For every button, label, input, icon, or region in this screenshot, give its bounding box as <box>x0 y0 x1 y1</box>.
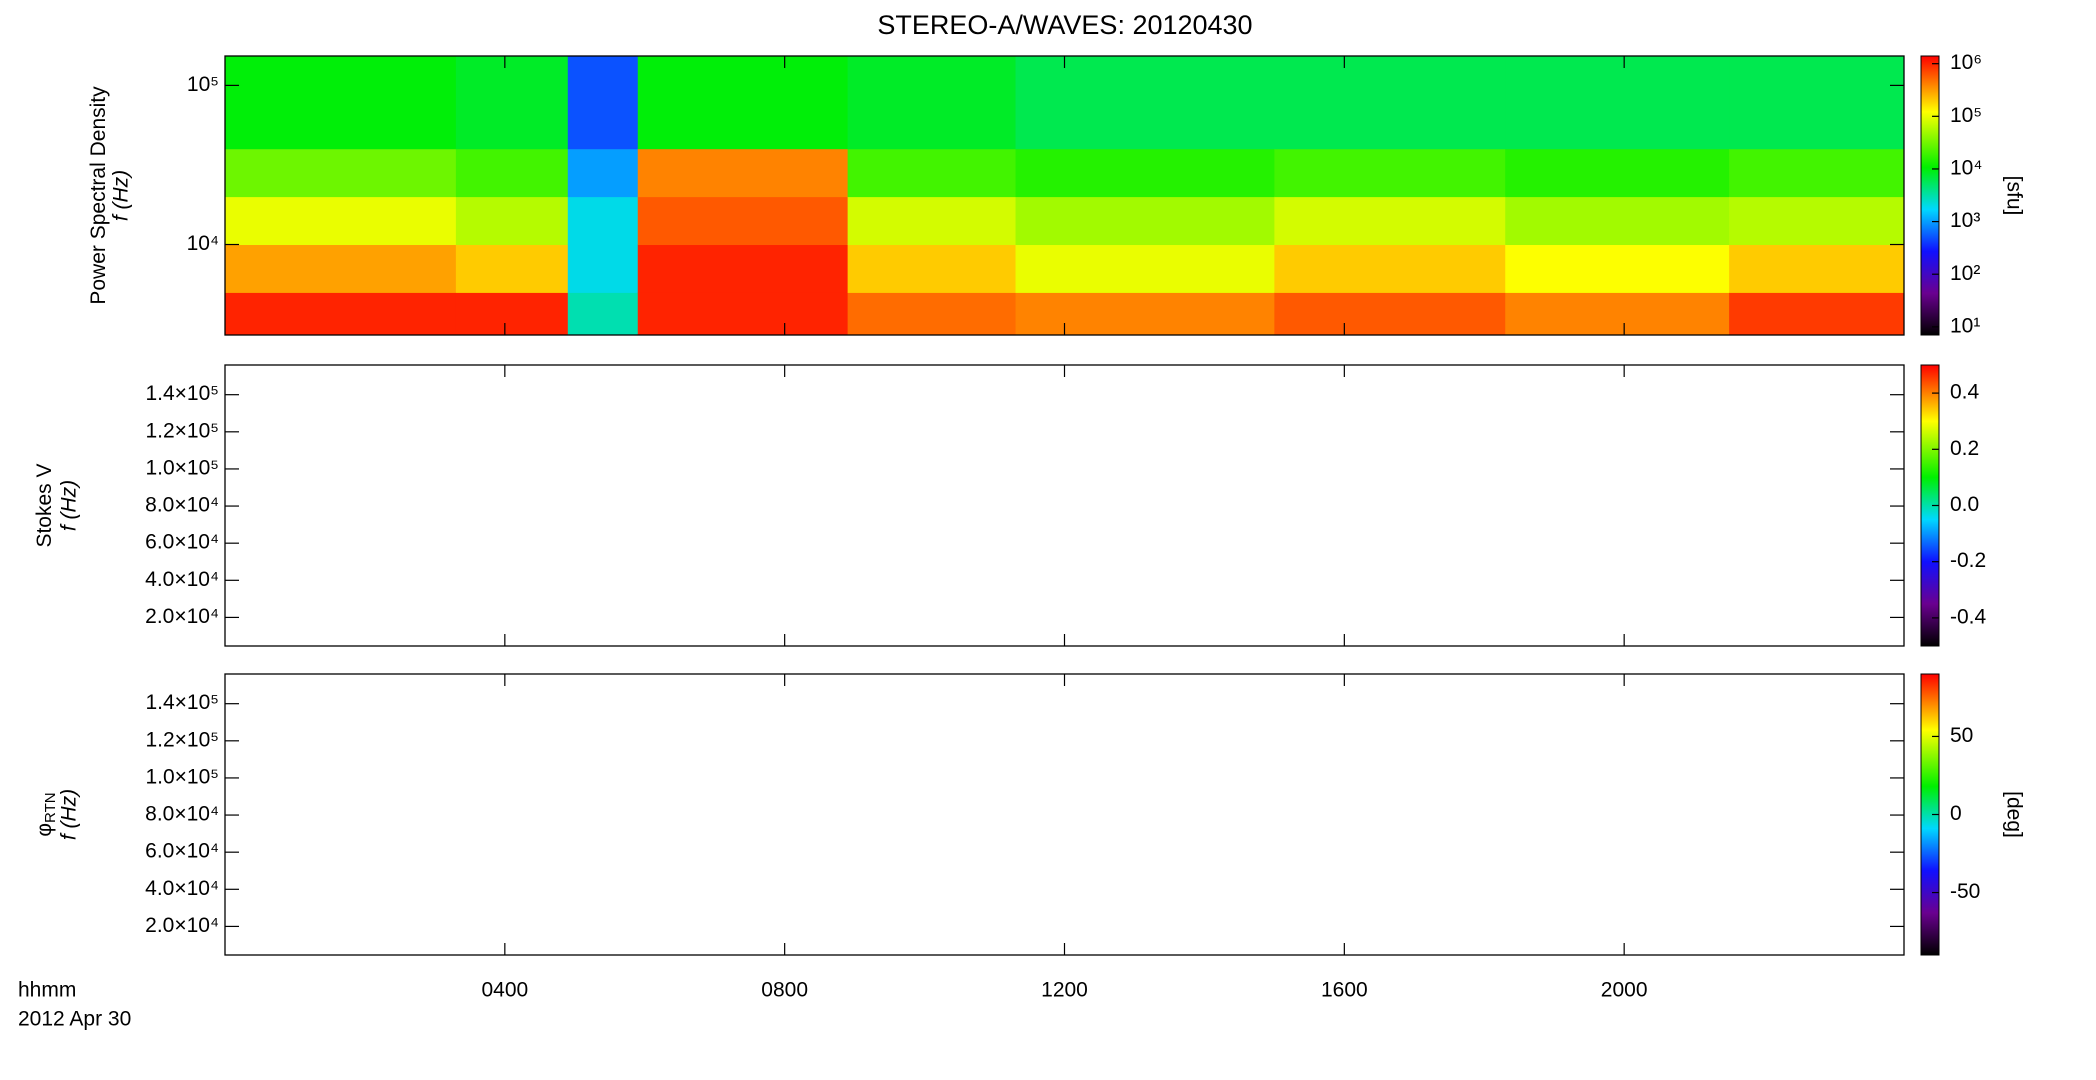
date-label: 2012 Apr 30 <box>18 1008 131 1031</box>
y-tick-label: 2.0×10⁴ <box>145 605 219 628</box>
x-tick-label: 1200 <box>1041 979 1088 1002</box>
heatmap-cell <box>1015 56 1275 150</box>
x-axis-label: hhmm <box>18 979 76 1002</box>
colorbar-tick-label: -0.2 <box>1950 549 1986 572</box>
y-tick-label: 10⁵ <box>187 73 219 96</box>
colorbar <box>1920 55 1940 336</box>
y-axis-label: φRTN <box>33 792 59 836</box>
heatmap-cell <box>1274 292 1506 336</box>
y-axis-label-unit: f (Hz) <box>58 789 81 840</box>
y-tick-label: 6.0×10⁴ <box>145 840 219 863</box>
heatmap-cell <box>637 148 849 198</box>
y-tick-label: 1.0×10⁵ <box>145 765 219 788</box>
heatmap-cell <box>1505 196 1730 246</box>
heatmap-cell <box>847 292 1017 336</box>
y-tick-label: 6.0×10⁴ <box>145 531 219 554</box>
heatmap-cell <box>567 56 639 150</box>
heatmap-cell <box>1015 148 1275 198</box>
x-tick-label: 0800 <box>761 979 808 1002</box>
heatmap-cell <box>1505 148 1730 198</box>
heatmap-cell <box>637 244 849 293</box>
y-tick-label: 8.0×10⁴ <box>145 494 219 517</box>
y-tick-label: 4.0×10⁴ <box>145 877 219 900</box>
chart-title: STEREO-A/WAVES: 20120430 <box>877 10 1252 40</box>
x-tick-label: 2000 <box>1601 979 1648 1002</box>
heatmap-cell <box>1505 56 1730 150</box>
colorbar-tick-label: 0.4 <box>1950 381 1980 404</box>
heatmap-cell <box>225 56 457 150</box>
heatmap-cell <box>1274 56 1506 150</box>
y-axis-label-unit: f (Hz) <box>110 170 133 221</box>
y-axis-label-unit: f (Hz) <box>58 480 81 531</box>
colorbar-tick-label: 10² <box>1950 262 1980 285</box>
heatmap-cell <box>1274 244 1506 293</box>
colorbar-tick-label: 0 <box>1950 802 1962 825</box>
heatmap-cell <box>225 196 457 246</box>
heatmap-cell <box>1274 196 1506 246</box>
heatmap-cell <box>1015 292 1275 336</box>
heatmap-cell <box>1729 292 1905 336</box>
y-tick-label: 2.0×10⁴ <box>145 914 219 937</box>
heatmap-cell <box>1505 292 1730 336</box>
heatmap-cell <box>567 292 639 336</box>
heatmap-cell <box>1729 196 1905 246</box>
plot-frame <box>224 673 1905 956</box>
heatmap-cell <box>1274 148 1506 198</box>
heatmap-cell <box>455 196 569 246</box>
x-tick-label: 0400 <box>481 979 528 1002</box>
heatmap-cell <box>225 148 457 198</box>
heatmap-cell <box>455 292 569 336</box>
y-axis-label-text: φ <box>33 823 56 837</box>
colorbar-tick-label: 10⁴ <box>1950 157 1982 180</box>
heatmap-cell <box>1015 196 1275 246</box>
y-tick-label: 1.2×10⁵ <box>145 728 219 751</box>
heatmap-cell <box>1729 244 1905 293</box>
heatmap-cell <box>1015 244 1275 293</box>
heatmap-cell <box>455 244 569 293</box>
colorbar-tick-label: -0.4 <box>1950 605 1987 628</box>
y-axis-label-text: Power Spectral Density <box>87 86 110 305</box>
heatmap-cell <box>847 56 1017 150</box>
colorbar-tick-label: 0.0 <box>1950 493 1979 516</box>
y-tick-label: 10⁴ <box>187 232 219 255</box>
heatmap-cell <box>1729 56 1905 150</box>
y-axis-label: Stokes V <box>33 463 56 547</box>
y-axis-label-text: Stokes V <box>33 463 56 547</box>
y-axis-label-sub: RTN <box>42 792 59 823</box>
colorbar-tick-label: 0.2 <box>1950 437 1979 460</box>
y-tick-label: 4.0×10⁴ <box>145 568 219 591</box>
y-tick-label: 8.0×10⁴ <box>145 803 219 826</box>
colorbar-tick-label: 10¹ <box>1950 314 1980 337</box>
y-tick-label: 1.0×10⁵ <box>145 456 219 479</box>
plot-frame <box>224 364 1905 647</box>
heatmap-cell <box>847 196 1017 246</box>
heatmap-cell <box>225 292 457 336</box>
x-tick-label: 1600 <box>1321 979 1368 1002</box>
heatmap-cell <box>847 148 1017 198</box>
heatmap-cell <box>225 244 457 293</box>
colorbar-label: [sfu] <box>2002 176 2025 216</box>
heatmap-cell <box>567 244 639 293</box>
colorbar-tick-label: 10³ <box>1950 209 1980 232</box>
colorbar-tick-label: -50 <box>1950 880 1980 903</box>
colorbar-label: [deg] <box>2002 791 2025 838</box>
y-axis-label: Power Spectral Density <box>87 86 110 305</box>
heatmap-cell <box>637 196 849 246</box>
heatmap-cell <box>1729 148 1905 198</box>
heatmap-cell <box>637 56 849 150</box>
heatmap-cell <box>567 148 639 198</box>
y-tick-label: 1.4×10⁵ <box>145 691 219 714</box>
heatmap-cell <box>1505 244 1730 293</box>
heatmap-cell <box>567 196 639 246</box>
heatmap-cell <box>455 56 569 150</box>
heatmap-cell <box>455 148 569 198</box>
colorbar-tick-label: 50 <box>1950 724 1973 747</box>
heatmap-cell <box>847 244 1017 293</box>
y-tick-label: 1.2×10⁵ <box>145 419 219 442</box>
heatmap-cell <box>637 292 849 336</box>
colorbar-tick-label: 10⁵ <box>1950 104 1982 127</box>
colorbar-tick-label: 10⁶ <box>1950 51 1982 74</box>
y-tick-label: 1.4×10⁵ <box>145 382 219 405</box>
